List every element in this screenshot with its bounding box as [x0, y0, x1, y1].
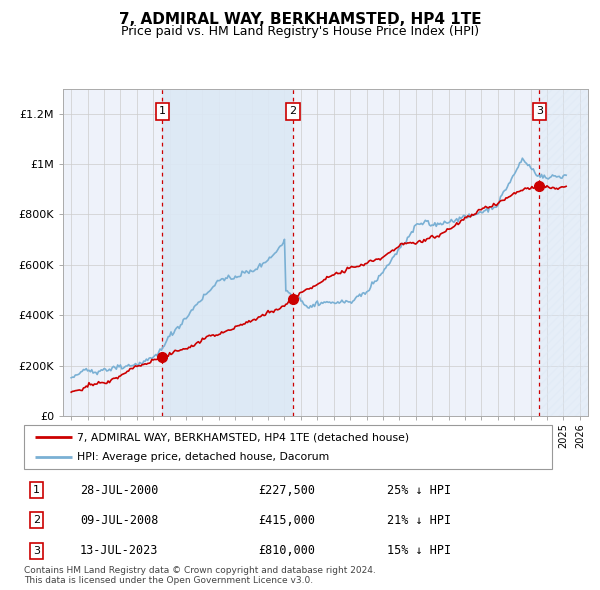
Text: 1: 1 — [159, 106, 166, 116]
Text: 25% ↓ HPI: 25% ↓ HPI — [387, 484, 451, 497]
Bar — [162, 88, 293, 416]
Text: 09-JUL-2008: 09-JUL-2008 — [80, 514, 158, 527]
Text: £810,000: £810,000 — [259, 544, 316, 557]
Text: £415,000: £415,000 — [259, 514, 316, 527]
Text: 2: 2 — [289, 106, 296, 116]
Text: 13-JUL-2023: 13-JUL-2023 — [80, 544, 158, 557]
Text: 7, ADMIRAL WAY, BERKHAMSTED, HP4 1TE: 7, ADMIRAL WAY, BERKHAMSTED, HP4 1TE — [119, 12, 481, 27]
Text: 3: 3 — [33, 546, 40, 556]
Text: 1: 1 — [33, 485, 40, 495]
Bar — [539, 88, 588, 416]
Text: 2: 2 — [33, 516, 40, 525]
Text: Price paid vs. HM Land Registry's House Price Index (HPI): Price paid vs. HM Land Registry's House … — [121, 25, 479, 38]
Text: 21% ↓ HPI: 21% ↓ HPI — [387, 514, 451, 527]
FancyBboxPatch shape — [24, 425, 552, 469]
Text: 7, ADMIRAL WAY, BERKHAMSTED, HP4 1TE (detached house): 7, ADMIRAL WAY, BERKHAMSTED, HP4 1TE (de… — [77, 432, 409, 442]
Text: Contains HM Land Registry data © Crown copyright and database right 2024.
This d: Contains HM Land Registry data © Crown c… — [24, 566, 376, 585]
Text: £227,500: £227,500 — [259, 484, 316, 497]
Text: 15% ↓ HPI: 15% ↓ HPI — [387, 544, 451, 557]
Text: 28-JUL-2000: 28-JUL-2000 — [80, 484, 158, 497]
Text: HPI: Average price, detached house, Dacorum: HPI: Average price, detached house, Daco… — [77, 452, 329, 461]
Text: 3: 3 — [536, 106, 543, 116]
